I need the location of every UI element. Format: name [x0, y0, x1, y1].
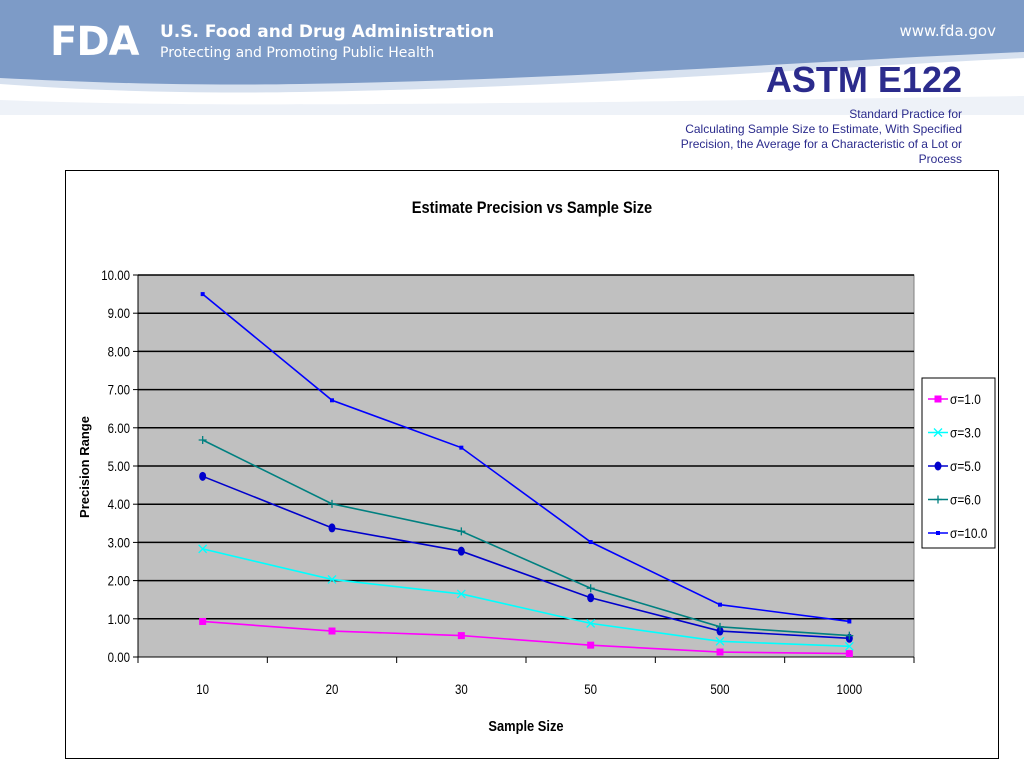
data-point: [716, 622, 724, 631]
x-tick-label: 10: [196, 681, 209, 697]
data-point: [845, 631, 854, 640]
data-point: [330, 398, 334, 403]
data-point: [934, 495, 942, 504]
subtitle-line: Precision, the Average for a Characteris…: [680, 137, 962, 151]
y-tick-label: 2.00: [108, 572, 130, 588]
chart-frame: Estimate Precision vs Sample Size 0.00 1.…: [65, 170, 999, 759]
series-line: [202, 620, 850, 655]
data-point: [328, 499, 336, 508]
data-point: [716, 648, 724, 656]
legend-label: σ=6.0: [950, 492, 981, 508]
header-banner: [0, 0, 1024, 115]
data-point: [200, 292, 205, 297]
data-point: [457, 632, 465, 640]
y-tick-label: 5.00: [108, 458, 130, 474]
data-point: [588, 540, 593, 545]
data-point: [456, 589, 466, 599]
data-point: [328, 523, 336, 533]
data-point: [845, 650, 853, 658]
series-1-0: [199, 617, 853, 658]
y-tick-label: 3.00: [108, 534, 130, 550]
slide-subtitle: Standard Practice for Calculating Sample…: [602, 107, 962, 167]
x-axis-label: Sample Size: [488, 717, 563, 734]
legend-label: σ=10.0: [950, 525, 987, 541]
x-tick-label: 30: [455, 681, 468, 697]
data-point: [716, 626, 724, 636]
series-3-0: [198, 544, 854, 651]
chart-title: Estimate Precision vs Sample Size: [412, 199, 653, 217]
fda-logo[interactable]: FDA: [50, 19, 139, 65]
data-point: [198, 544, 208, 554]
data-point: [587, 593, 595, 603]
data-point: [715, 636, 725, 646]
subtitle-line: Calculating Sample Size to Estimate, Wit…: [685, 122, 962, 136]
legend-label: σ=3.0: [950, 425, 981, 441]
data-point: [457, 546, 465, 556]
series-line: [202, 475, 850, 640]
agency-name[interactable]: U.S. Food and Drug Administration: [160, 22, 495, 42]
y-tick-label: 4.00: [108, 496, 130, 512]
y-tick-label: 0.00: [108, 649, 130, 665]
data-point: [459, 445, 464, 450]
axes: 0.00 1.00 2.00 3.00 4.00 5.00 6.00 7.00 8.00 9.00…: [101, 267, 915, 697]
y-tick-label: 8.00: [108, 343, 130, 359]
legend-box: [921, 377, 996, 549]
precision-chart: Estimate Precision vs Sample Size 0.00 1.…: [77, 199, 996, 734]
data-point: [328, 627, 336, 635]
series-10-0: [200, 292, 852, 624]
data-point: [586, 618, 596, 628]
subtitle-line: Standard Practice for: [849, 107, 962, 121]
data-point: [718, 602, 722, 607]
series-layer: [198, 292, 854, 658]
x-tick-label: 20: [326, 681, 339, 697]
data-point: [587, 641, 595, 649]
plot-area: [137, 274, 915, 658]
x-tick-label: 1000: [837, 681, 863, 697]
data-point: [847, 619, 852, 624]
y-axis-label: Precision Range: [77, 416, 92, 518]
series-line: [202, 293, 850, 623]
y-tick-label: 9.00: [108, 305, 130, 321]
data-point: [933, 428, 943, 437]
data-point: [198, 436, 207, 445]
data-point: [586, 584, 595, 593]
y-tick-label: 1.00: [108, 611, 130, 627]
data-point: [844, 641, 854, 651]
y-tick-label: 7.00: [108, 381, 130, 397]
data-point: [934, 395, 942, 403]
slide-title: ASTM E122: [765, 59, 962, 100]
data-point: [327, 574, 337, 584]
data-point: [457, 527, 466, 536]
y-tick-label: 6.00: [108, 420, 130, 436]
series-5-0: [199, 471, 853, 643]
agency-tagline: Protecting and Promoting Public Health: [160, 45, 435, 61]
chart-legend: σ=1.0 σ=3.0 σ=5.0 σ=6.0 σ=10.0: [921, 377, 996, 549]
data-point: [199, 471, 207, 481]
data-point: [934, 461, 942, 471]
x-tick-label: 500: [710, 681, 729, 697]
data-point: [199, 617, 207, 625]
site-url-link[interactable]: www.fda.gov: [899, 22, 996, 40]
subtitle-line: Process: [918, 152, 962, 166]
legend-label: σ=5.0: [950, 458, 981, 474]
y-tick-label: 10.00: [101, 267, 130, 283]
x-tick-label: 50: [584, 681, 597, 697]
legend-label: σ=1.0: [950, 391, 981, 407]
series-6-0: [198, 436, 854, 640]
data-point: [936, 531, 940, 535]
series-line: [202, 548, 850, 648]
series-line: [202, 439, 850, 637]
